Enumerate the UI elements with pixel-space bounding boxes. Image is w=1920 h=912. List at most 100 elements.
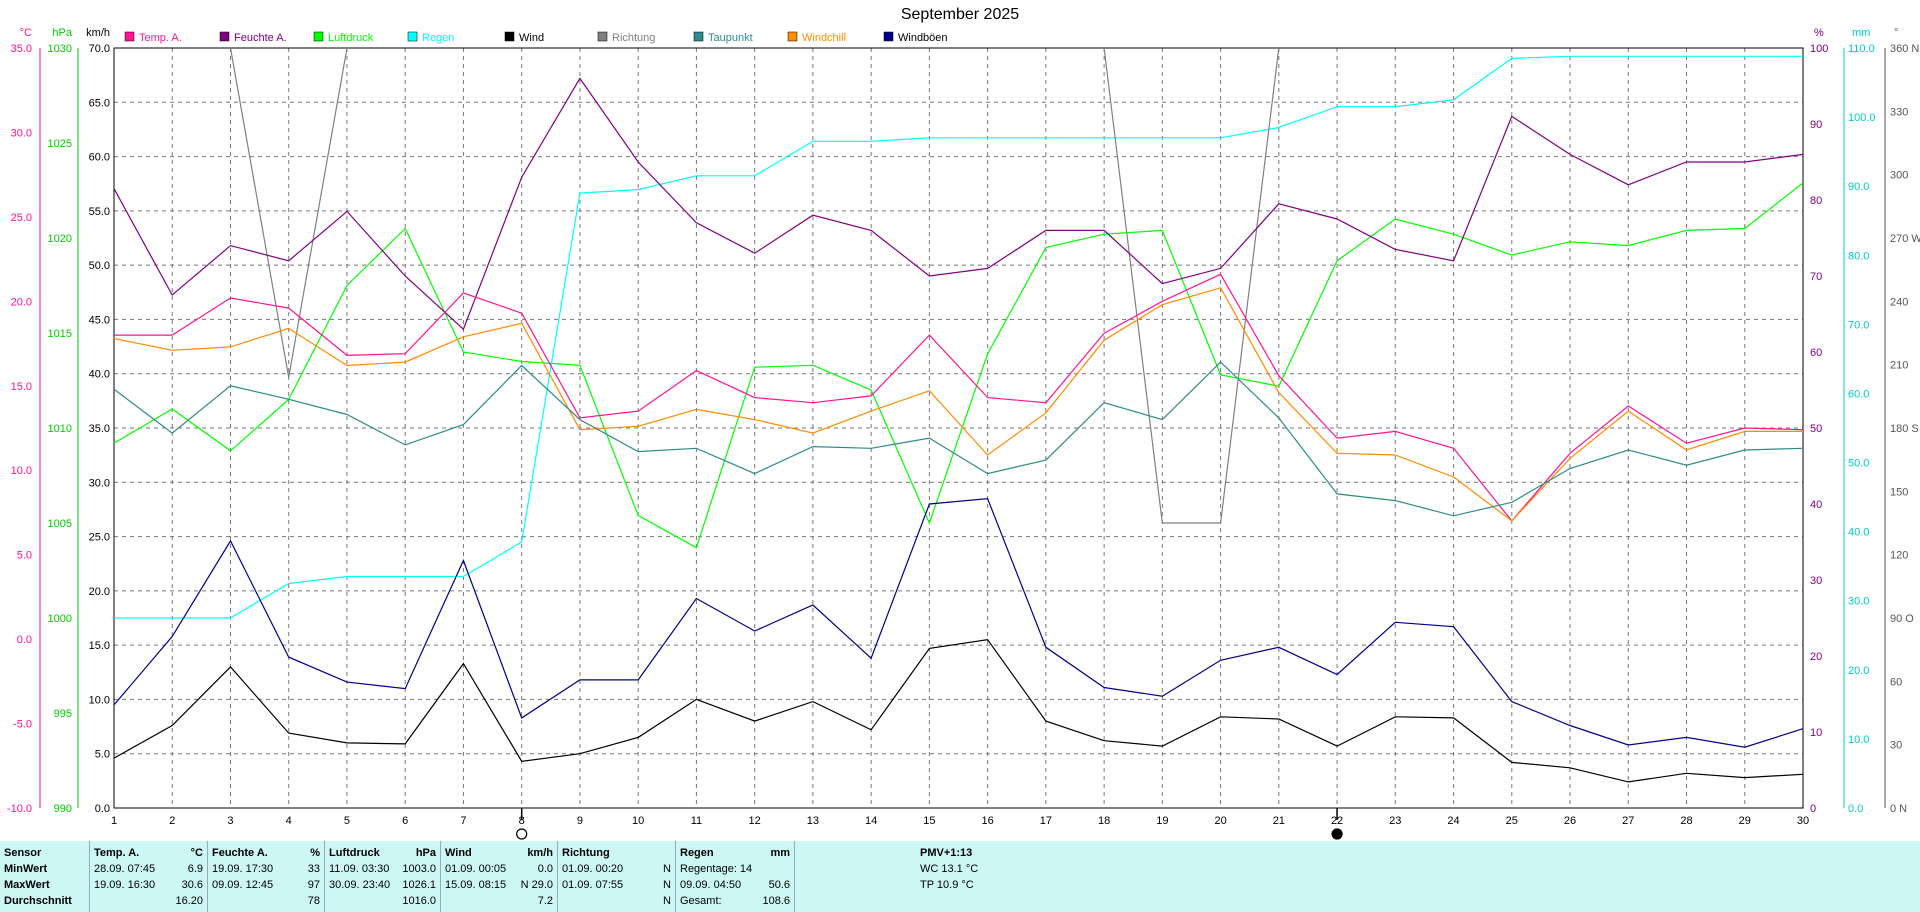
legend-swatch-taupunkt: [693, 31, 704, 42]
direction-tick-label: 30: [1890, 740, 1902, 752]
humidity-tick-label: 30: [1810, 575, 1822, 587]
x-tick-label: 10: [632, 815, 644, 827]
direction-tick-label: 90 O: [1890, 613, 1914, 625]
series-line-luftdruck: [113, 182, 1804, 549]
rain-tick-label: 70.0: [1848, 319, 1869, 331]
stats-pmv-col: PMV+1:13 WC 13.1 °C TP 10.9 °C: [920, 845, 1120, 893]
stats-temp-min-time: 28.09. 07:45: [94, 863, 156, 875]
wind-tick-label: 25.0: [89, 532, 110, 544]
humidity-tick-label: 60: [1810, 347, 1822, 359]
rain-tick-label: 40.0: [1848, 527, 1869, 539]
wind-tick-label: 65.0: [89, 97, 110, 109]
stats-pressure-unit: hPa: [415, 847, 436, 859]
humidity-tick-label: 20: [1810, 651, 1822, 663]
pressure-tick-label: 1000: [48, 613, 72, 625]
legend-swatch-windb-en: [883, 31, 894, 42]
stats-direction-max-time: 01.09. 07:55: [562, 879, 624, 891]
humidity-tick-label: 0: [1810, 803, 1816, 815]
plot-frame: [113, 47, 1804, 809]
series-line-regen: [114, 55, 1803, 619]
rain-tick-label: 60.0: [1848, 388, 1869, 400]
x-tick-label: 9: [577, 815, 583, 827]
pressure-tick-label: 990: [54, 803, 72, 815]
x-tick-label: 6: [402, 815, 408, 827]
temp-tick-label: 25.0: [11, 212, 32, 224]
stats-humidity-min-value: 33: [307, 863, 320, 875]
legend-label-wind: Wind: [519, 32, 544, 44]
temp-tick-label: 5.0: [17, 550, 32, 562]
stats-wind-min-time: 01.09. 00:05: [445, 863, 507, 875]
full-moon-icon: [516, 828, 528, 840]
humidity-tick-label: 100: [1810, 43, 1828, 55]
humidity-tick-label: 70: [1810, 271, 1822, 283]
temp-tick-label: 0.0: [17, 634, 32, 646]
stats-temp-min-value: 6.9: [187, 863, 203, 875]
stats-rain-total-label: Gesamt:: [680, 895, 722, 907]
humidity-tick-label: 90: [1810, 119, 1822, 131]
x-tick-label: 1: [111, 815, 117, 827]
legend-label-luftdruck: Luftdruck: [328, 32, 374, 44]
wind-tick-label: 15.0: [89, 640, 110, 652]
stats-rain-max-time: 09.09. 04:50: [680, 879, 742, 891]
stats-direction-max-value: N: [663, 879, 671, 891]
series-line-feuchte-a: [113, 77, 1804, 331]
x-tick-label: 16: [981, 815, 993, 827]
temp-tick-label: 15.0: [11, 381, 32, 393]
x-tick-label: 22: [1331, 815, 1343, 827]
stats-temp-col: Temp. A. °C 28.09. 07:45 6.9 19.09. 16:30 3…: [90, 841, 208, 912]
temp-tick-label: 10.0: [11, 465, 32, 477]
humidity-unit-label: %: [1814, 27, 1824, 39]
stats-direction-header: Richtung: [562, 847, 610, 859]
wind-tick-label: 35.0: [89, 423, 110, 435]
x-tick-label: 13: [807, 815, 819, 827]
stats-humidity-unit: %: [310, 847, 320, 859]
wind-tick-label: 55.0: [89, 206, 110, 218]
stats-pressure-max-value: 1026.1: [402, 879, 436, 891]
legend-label-windchill: Windchill: [802, 32, 846, 44]
stats-rain-days: Regentage: 14: [680, 863, 753, 875]
stats-rain-total-value: 108.6: [762, 895, 790, 907]
weather-chart: 35.030.025.020.015.010.05.00.0-5.0-10.0°…: [7, 27, 1920, 840]
x-tick-label: 15: [923, 815, 935, 827]
stats-direction-col: Richtung 01.09. 00:20 N 01.09. 07:55 N N: [558, 841, 676, 912]
temp-tick-label: 35.0: [11, 43, 32, 55]
direction-tick-label: 120: [1890, 550, 1908, 562]
series-line-temp-a: [114, 273, 1804, 522]
humidity-tick-label: 10: [1810, 727, 1822, 739]
x-tick-label: 14: [865, 815, 877, 827]
x-tick-label: 4: [286, 815, 292, 827]
wind-tick-label: 20.0: [89, 586, 110, 598]
wind-unit-label: km/h: [86, 27, 110, 39]
legend-label-temp-a: Temp. A.: [139, 32, 182, 44]
stats-temp-max-time: 19.09. 16:30: [94, 879, 156, 891]
legend-label-richtung: Richtung: [612, 32, 655, 44]
stats-pressure-col: Luftdruck hPa 11.09. 03:30 1003.0 30.09. 2…: [325, 841, 441, 912]
x-tick-label: 19: [1156, 815, 1168, 827]
direction-tick-label: 210: [1890, 360, 1908, 372]
wind-tick-label: 10.0: [89, 694, 110, 706]
wind-tick-label: 70.0: [89, 43, 110, 55]
direction-tick-label: 0 N: [1890, 803, 1907, 815]
rain-unit-label: mm: [1852, 27, 1870, 39]
x-tick-label: 7: [460, 815, 466, 827]
stats-pmv-tp: TP 10.9 °C: [920, 879, 974, 891]
legend-label-feuchte-a: Feuchte A.: [234, 32, 287, 44]
series-line-richtung: [229, 47, 348, 378]
stats-sensor-col: Sensor MinWert MaxWert Durchschnitt: [0, 841, 90, 912]
stats-pressure-avg-value: 1016.0: [402, 895, 436, 907]
pressure-tick-label: 1005: [48, 518, 72, 530]
stats-rain-max-value: 50.6: [768, 879, 790, 891]
x-tick-label: 26: [1564, 815, 1576, 827]
stats-pmv-header: PMV+1:13: [920, 847, 973, 859]
x-tick-label: 20: [1214, 815, 1226, 827]
stats-humidity-header: Feuchte A.: [212, 847, 268, 859]
pressure-tick-label: 995: [54, 708, 72, 720]
rain-tick-label: 0.0: [1848, 803, 1863, 815]
x-tick-label: 23: [1389, 815, 1401, 827]
x-tick-label: 17: [1040, 815, 1052, 827]
stats-wind-min-value: 0.0: [537, 863, 553, 875]
direction-tick-label: 240: [1890, 296, 1908, 308]
x-tick-label: 12: [749, 815, 761, 827]
stats-temp-max-value: 30.6: [181, 879, 203, 891]
stats-wind-max-value: N 29.0: [520, 879, 553, 891]
